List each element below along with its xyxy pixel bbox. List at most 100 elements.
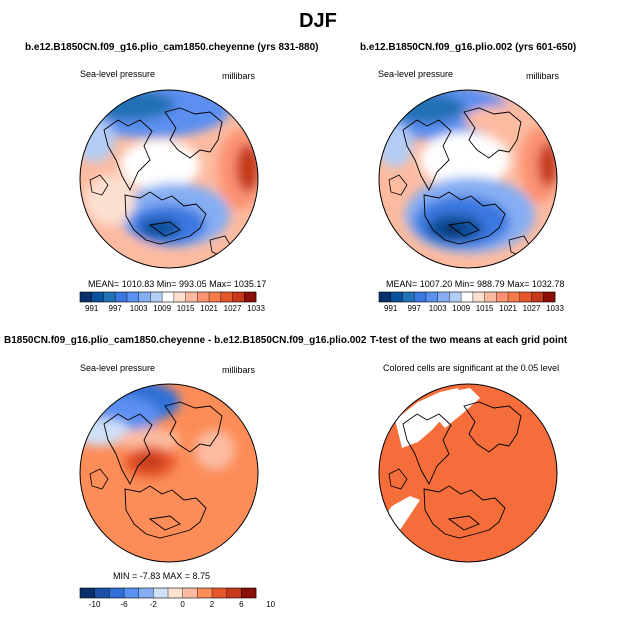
panel4-map [379,384,557,562]
panel2-title: b.e12.B1850CN.f09_g16.plio.002 (yrs 601-… [360,42,577,53]
colorbar-swatch [472,292,485,302]
colorbar-swatch [162,292,175,302]
colorbar-tick-label: 991 [384,304,398,313]
colorbar-frame [378,291,556,303]
colorbar-swatch [173,292,186,302]
colorbar-swatch [232,292,245,302]
panel2-coast-greenland [402,119,452,191]
panel1-coast-arctic-islands [164,107,223,159]
colorbar-tick-label: 1021 [200,304,218,313]
colorbar-swatch [103,292,116,302]
colorbar-swatch [220,292,233,302]
colorbar-swatch [212,588,227,598]
colorbar-tick-label: -10 [88,600,101,609]
panel1-stats: MEAN= 1010.83 Min= 993.05 Max= 1035.17 [88,279,267,289]
colorbar-swatch [115,292,128,302]
panel2-high-east [538,143,557,187]
panel2-map [379,90,557,268]
colorbar-swatch [153,588,169,598]
colorbar-swatch [402,292,415,302]
panel3-map [80,384,258,562]
colorbar-tick-label: 1009 [452,304,471,313]
colorbar-tick-label: -2 [149,600,157,609]
colorbar-swatch [496,292,509,302]
colorbar-swatch [91,292,104,302]
colorbar-tick-label: 6 [239,600,244,609]
panel2-colorbar [378,291,556,303]
panel3-map-border [79,383,259,563]
panel1-title: b.e12.B1850CN.f09_g16.plio_cam1850.cheye… [25,42,319,53]
colorbar-swatch [182,588,198,598]
panel3-stats: MIN = -7.83 MAX = 8.75 [113,571,211,581]
colorbar-tick-label: 1033 [247,304,265,313]
colorbar-tick-label: 0 [180,600,185,609]
colorbar-swatch [80,588,95,598]
colorbar-swatch [508,292,521,302]
panel1-units-label: millibars [222,71,256,81]
panel4-map-border [378,383,558,563]
colorbar-tick-label: 997 [108,304,122,313]
colorbar-swatch [150,292,163,302]
panel2-variable-label: Sea-level pressure [378,69,454,79]
panel2-coast-eurasia [423,191,506,245]
panel3-positive-max [136,454,164,470]
colorbar-swatch [414,292,427,302]
colorbar-swatch [226,588,242,598]
panel2-map-border [378,89,558,269]
panel1-high-east [236,144,258,192]
panel3-units-label: millibars [222,365,256,375]
colorbar-swatch [244,292,257,302]
colorbar-swatch [543,292,556,302]
colorbar-swatch [209,292,222,302]
colorbar-tick-label: -6 [120,600,128,609]
panel1-map-border [79,89,259,269]
colorbar-swatch [94,588,110,598]
colorbar-tick-label: 1009 [153,304,172,313]
colorbar-tick-label: 1015 [475,304,494,313]
colorbar-swatch [484,292,497,302]
panel1-coast-greenland [103,119,153,191]
panel4-subtitle: Colored cells are significant at the 0.0… [383,363,560,373]
colorbar-swatch [80,292,93,302]
colorbar-swatch [531,292,544,302]
colorbar-swatch [379,292,392,302]
colorbar-tick-label: 1033 [546,304,564,313]
colorbar-tick-label: 1003 [129,304,148,313]
colorbar-tick-label: 1027 [522,304,541,313]
panel1-variable-label: Sea-level pressure [80,69,156,79]
colorbar-swatch [519,292,532,302]
colorbar-tick-label: 1021 [499,304,517,313]
colorbar-swatch [168,588,183,598]
colorbar-swatch [126,292,139,302]
colorbar-swatch [197,292,210,302]
panel2-stats: MEAN= 1007.20 Min= 988.79 Max= 1032.78 [386,279,565,289]
colorbar-swatch [390,292,403,302]
panel3-colorbar [79,587,257,599]
panel4-title: T-test of the two means at each grid poi… [370,335,568,346]
colorbar-swatch [449,292,462,302]
colorbar-tick-label: 1015 [176,304,195,313]
colorbar-swatch [437,292,450,302]
panel1-map [80,90,258,268]
colorbar-tick-label: 2 [209,600,215,609]
colorbar-tick-label: 1003 [428,304,447,313]
colorbar-swatch [425,292,438,302]
colorbar-swatch [109,588,125,598]
colorbar-tick-label: 997 [407,304,421,313]
figure-title: DJF [299,10,337,32]
panel1-colorbar [79,291,257,303]
panel2-units-label: millibars [526,71,560,81]
colorbar-swatch [461,292,474,302]
panel1-coast-eurasia [124,191,207,245]
colorbar-swatch [197,588,213,598]
colorbar-swatch [138,292,151,302]
colorbar-swatch [241,588,257,598]
colorbar-swatch [185,292,198,302]
colorbar-tick-label: 1027 [223,304,242,313]
colorbar-swatch [124,588,139,598]
colorbar-frame [79,291,257,303]
colorbar-tick-label: 991 [85,304,99,313]
colorbar-tick-label: 10 [266,600,276,609]
colorbar-swatch [138,588,154,598]
